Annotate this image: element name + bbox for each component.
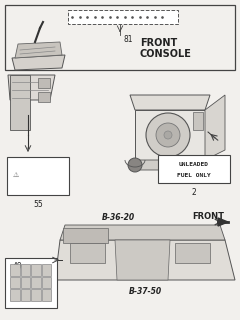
Polygon shape: [205, 95, 225, 160]
Bar: [10, 277, 19, 288]
Bar: [5, 258, 57, 308]
Text: ⚠: ⚠: [13, 172, 19, 178]
Text: CONSOLE: CONSOLE: [140, 49, 192, 59]
Bar: [175, 243, 210, 263]
Polygon shape: [55, 240, 235, 280]
Bar: [10, 264, 19, 276]
Bar: [42, 289, 51, 301]
Bar: [70, 243, 105, 263]
Bar: [10, 289, 19, 301]
Bar: [63, 228, 108, 243]
Text: B-36-20: B-36-20: [102, 213, 135, 222]
Text: FRONT: FRONT: [192, 212, 224, 221]
Circle shape: [128, 158, 142, 172]
Bar: [31, 264, 41, 276]
Bar: [5, 5, 235, 70]
Bar: [193, 112, 203, 130]
Text: 49: 49: [13, 262, 23, 271]
Bar: [68, 10, 178, 24]
Bar: [42, 264, 51, 276]
Text: FUEL ONLY: FUEL ONLY: [177, 172, 211, 178]
Bar: [38, 92, 50, 102]
Bar: [31, 277, 41, 288]
Polygon shape: [218, 218, 228, 226]
Polygon shape: [15, 42, 62, 58]
Bar: [38, 78, 50, 88]
Text: 2: 2: [192, 188, 196, 197]
Polygon shape: [60, 225, 225, 240]
Polygon shape: [130, 95, 210, 110]
Polygon shape: [12, 55, 65, 70]
Text: B-37-50: B-37-50: [128, 287, 162, 296]
Bar: [31, 289, 41, 301]
Bar: [20, 264, 30, 276]
Bar: [20, 277, 30, 288]
Bar: [42, 277, 51, 288]
Polygon shape: [115, 240, 170, 280]
Text: UNLEADED: UNLEADED: [179, 162, 209, 166]
Circle shape: [146, 113, 190, 157]
Polygon shape: [8, 75, 55, 100]
Text: 81: 81: [123, 35, 132, 44]
Text: 55: 55: [33, 200, 43, 209]
Bar: [7, 157, 69, 195]
Polygon shape: [10, 75, 30, 130]
Polygon shape: [135, 160, 208, 170]
Text: FRONT: FRONT: [140, 38, 177, 48]
Circle shape: [156, 123, 180, 147]
Bar: [20, 289, 30, 301]
Circle shape: [193, 158, 207, 172]
Circle shape: [164, 131, 172, 139]
Bar: [158, 155, 230, 183]
Polygon shape: [135, 110, 205, 160]
